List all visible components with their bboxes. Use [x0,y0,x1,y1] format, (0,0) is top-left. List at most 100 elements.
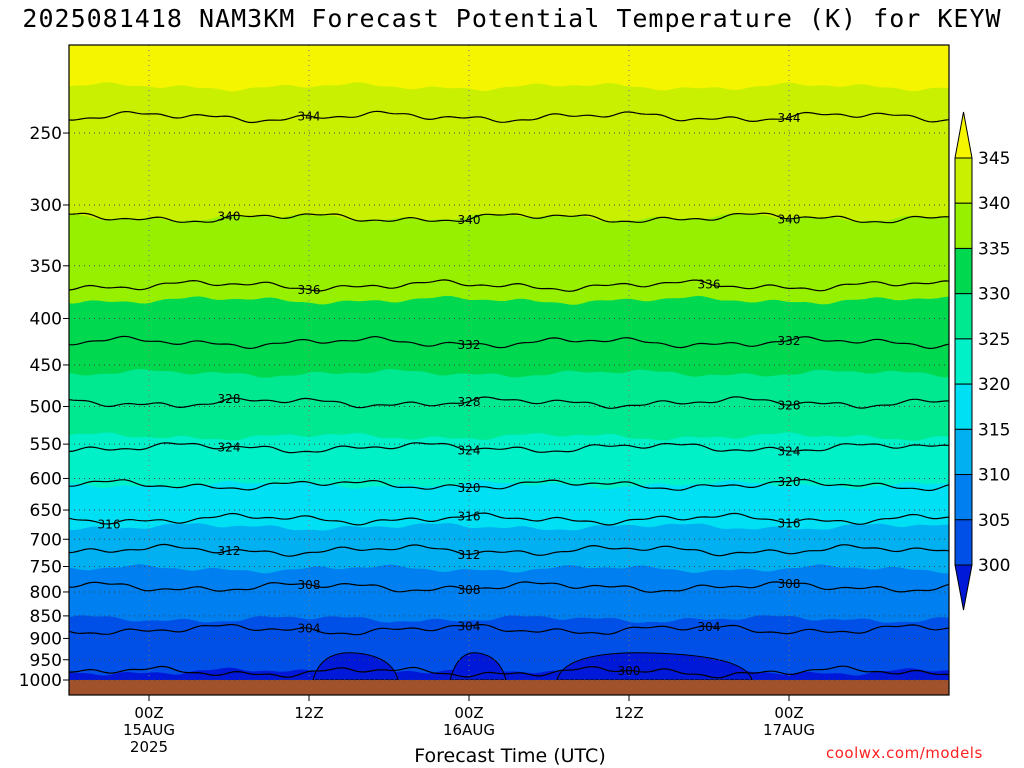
x-tick-label: 15AUG [123,721,175,739]
x-axis-title: Forecast Time (UTC) [414,745,606,767]
contour-band [69,564,949,624]
colorbar-swatch [954,157,973,204]
contour-label: 332 [778,334,801,348]
colorbar-label: 310 [978,466,1010,486]
contour-band [556,652,753,681]
contour-label: 324 [218,440,241,454]
contour-label: 340 [458,213,481,227]
contour-label: 324 [458,444,481,458]
plot-frame [68,44,950,696]
y-tick-label: 850 [30,607,62,627]
contour-band [69,295,949,379]
x-tick-label: 00Z [454,704,483,722]
contour-label: 324 [778,445,801,459]
x-tick-label: 17AUG [763,721,815,739]
y-tick-label: 750 [30,557,62,577]
contour-label: 308 [778,577,801,591]
y-tick-label: 900 [30,629,62,649]
y-tick-label: 650 [30,501,62,521]
contour-line [69,665,949,679]
contour-label: 344 [778,111,801,125]
x-tick-label: 12Z [614,704,643,722]
contour-label: 304 [458,619,481,633]
colorbar-label: 315 [978,420,1010,440]
colorbar-swatch [954,474,973,521]
contour-label: 308 [298,578,321,592]
contour-line [69,623,949,636]
chart-title: 2025081418 NAM3KM Forecast Potential Tem… [22,4,1002,33]
credit-text: coolwx.com/models [826,744,983,762]
colorbar-swatch [954,202,973,249]
contour-line [69,442,949,454]
colorbar-bottom-arrow [954,564,973,611]
contour-line [69,212,949,224]
colorbar-label: 325 [978,330,1010,350]
colorbar-swatch [954,338,973,385]
x-tick-label: 00Z [774,704,803,722]
contour-band [69,615,949,677]
colorbar-top-arrow [954,111,973,159]
colorbar-label: 330 [978,285,1010,305]
contour-label: 312 [218,544,241,558]
ground-strip [69,680,949,695]
contour-band [69,82,949,223]
x-tick-label: 00Z [134,704,163,722]
y-axis: 250 300 350 400 450 500 550 600 650 700 750 800 8509… [19,124,69,691]
contour-fill-layer [69,45,949,686]
contour-line [69,110,949,124]
contour-label: 340 [218,210,241,224]
contour-band [69,480,949,532]
colorbar-label: 320 [978,375,1010,395]
contour-label: 328 [218,392,241,406]
contour-line [69,279,949,292]
y-tick-label: 450 [30,356,62,376]
contour-line [69,396,949,409]
colorbar-label: 345 [978,149,1010,169]
contour-line [69,478,949,492]
contour-line [69,543,949,557]
x-tick-label: 12Z [294,704,323,722]
y-tick-label: 500 [30,398,62,418]
contour-label: 316 [458,510,481,524]
contour-label: 312 [458,548,481,562]
y-tick-label: 1000 [19,671,62,691]
contour-label: 332 [458,338,481,352]
colorbar-swatch [954,519,973,566]
y-tick-label: 250 [30,124,62,144]
colorbar-swatch [954,247,973,295]
contour-label: 320 [458,481,481,495]
contour-band [69,213,949,306]
contour-label: 328 [458,395,481,409]
colorbar-swatch [954,428,973,476]
contour-label: 300 [618,664,641,678]
contour-label: 316 [778,516,801,530]
y-tick-label: 350 [30,257,62,277]
colorbar-label: 300 [978,556,1010,576]
y-tick-label: 400 [30,309,62,329]
colorbar-swatch [954,293,973,340]
contour-label: 304 [298,622,321,636]
contour-label: 316 [98,517,121,531]
contour-label: 328 [778,399,801,413]
y-tick-label: 700 [30,530,62,550]
contour-line-layer: 344 344 340 340 340 336 336 332 332 328 328 328 324 3… [69,109,949,679]
colorbar-label: 340 [978,194,1010,214]
contour-label: 344 [298,109,321,123]
colorbar-label: 335 [978,239,1010,259]
contour-label: 336 [298,283,321,297]
contour-line [69,335,949,350]
contour-label: 308 [458,583,481,597]
y-tick-label: 300 [30,196,62,216]
contour-label: 320 [778,475,801,489]
colorbar-label: 305 [978,511,1010,531]
y-tick-label: 550 [30,435,62,455]
grid-layer [69,45,949,681]
contour-line [69,512,949,526]
colorbar: 345 340 335 330 325 320 315 310 305 300 [954,111,1010,611]
y-tick-label: 600 [30,469,62,489]
colorbar-swatch [954,383,973,430]
y-tick-label: 800 [30,583,62,603]
contour-band [69,368,949,442]
